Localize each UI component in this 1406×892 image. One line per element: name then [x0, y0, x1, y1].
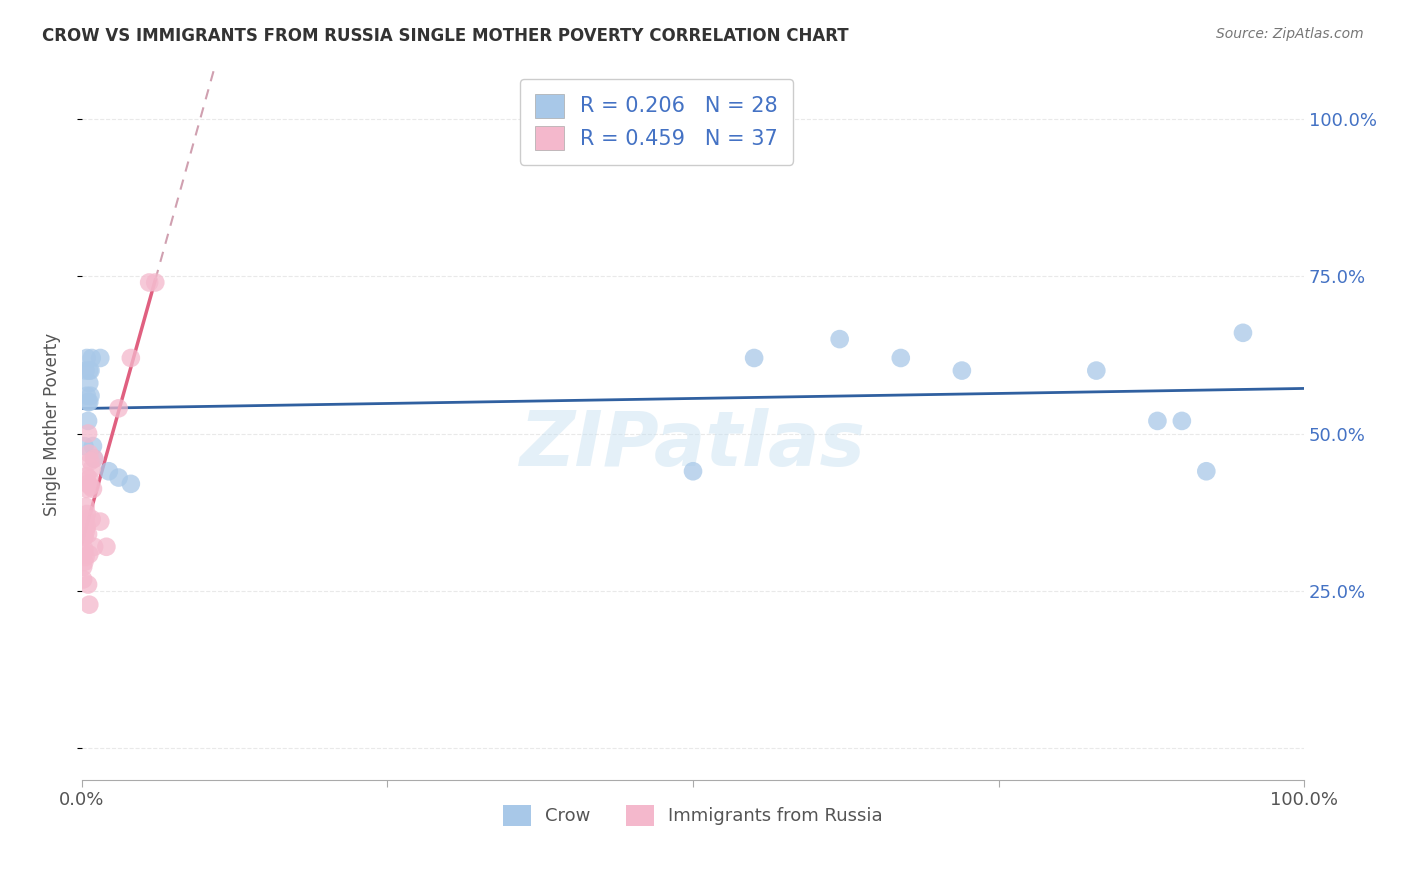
Point [76, 519, 98, 533]
Text: CROW VS IMMIGRANTS FROM RUSSIA SINGLE MOTHER POVERTY CORRELATION CHART: CROW VS IMMIGRANTS FROM RUSSIA SINGLE MO… [42, 27, 849, 45]
Legend: Crow, Immigrants from Russia: Crow, Immigrants from Russia [495, 796, 891, 835]
Point [79, 363, 101, 377]
Point [79, 454, 101, 468]
Point [82, 439, 104, 453]
Point [73, 530, 96, 544]
Point [73, 542, 96, 557]
Point [89, 351, 111, 365]
Point [138, 276, 160, 290]
Point [97, 464, 120, 478]
Point [75, 363, 97, 377]
Point [83, 451, 105, 466]
Point [1085, 363, 1108, 377]
Point [79, 547, 101, 561]
Point [80, 512, 103, 526]
Point [76, 482, 98, 496]
Point [76, 351, 98, 365]
Point [76, 389, 98, 403]
Point [77, 527, 100, 541]
Point [1171, 414, 1194, 428]
Point [682, 464, 704, 478]
Y-axis label: Single Mother Poverty: Single Mother Poverty [44, 333, 60, 516]
Point [75, 500, 97, 514]
Point [79, 472, 101, 486]
Point [890, 351, 912, 365]
Point [77, 414, 100, 428]
Point [76, 469, 98, 483]
Point [82, 482, 104, 496]
Point [80, 351, 103, 365]
Point [120, 476, 142, 491]
Point [79, 598, 101, 612]
Point [77, 395, 100, 409]
Point [72, 547, 94, 561]
Point [742, 351, 765, 365]
Point [1232, 326, 1254, 340]
Point [79, 447, 101, 461]
Point [77, 577, 100, 591]
Point [83, 451, 105, 466]
Point [79, 376, 101, 391]
Point [72, 573, 94, 587]
Point [1195, 464, 1218, 478]
Point [73, 517, 96, 532]
Point [72, 560, 94, 574]
Point [76, 507, 98, 521]
Point [75, 512, 97, 526]
Point [950, 363, 973, 377]
Point [80, 461, 103, 475]
Point [73, 530, 96, 544]
Point [79, 363, 101, 377]
Point [77, 476, 100, 491]
Point [79, 395, 101, 409]
Point [79, 389, 101, 403]
Point [120, 351, 142, 365]
Point [1146, 414, 1168, 428]
Text: ZIPatlas: ZIPatlas [520, 409, 866, 483]
Point [96, 540, 118, 554]
Point [73, 555, 96, 569]
Point [79, 479, 101, 493]
Point [143, 276, 166, 290]
Point [89, 515, 111, 529]
Point [77, 426, 100, 441]
Point [83, 540, 105, 554]
Point [75, 524, 97, 539]
Point [107, 401, 129, 416]
Point [828, 332, 851, 346]
Point [75, 549, 97, 564]
Text: Source: ZipAtlas.com: Source: ZipAtlas.com [1216, 27, 1364, 41]
Point [73, 439, 96, 453]
Point [107, 470, 129, 484]
